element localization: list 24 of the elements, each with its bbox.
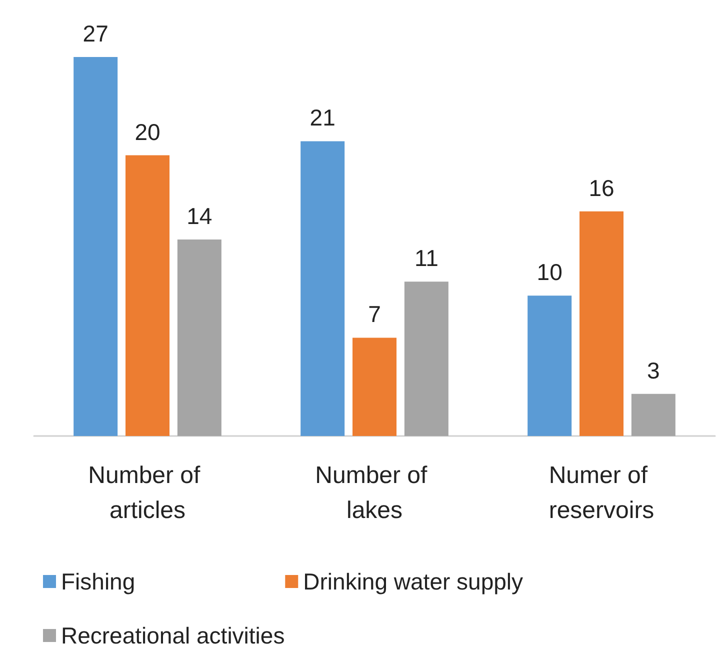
x-tick-label: Numer of reservoirs	[548, 462, 654, 524]
bar	[177, 239, 222, 436]
legend-label: Recreational activities	[61, 622, 285, 646]
bar	[580, 211, 624, 436]
bar	[528, 296, 572, 436]
data-label: 14	[186, 202, 212, 229]
bar	[404, 282, 448, 436]
data-label: 7	[368, 301, 381, 328]
data-label: 21	[310, 104, 336, 131]
data-label: 10	[536, 259, 562, 286]
data-label: 11	[414, 245, 438, 272]
legend-label: Drinking water supply	[303, 568, 524, 594]
x-tick-label: Number of articles	[88, 462, 207, 524]
data-label: 27	[82, 20, 108, 46]
data-label: 16	[588, 174, 614, 201]
x-tick-label: Number of lakes	[315, 462, 434, 524]
bar	[352, 338, 396, 436]
bar	[300, 141, 345, 436]
data-label: 3	[647, 357, 660, 384]
data-label: 20	[134, 118, 160, 145]
legend-label: Fishing	[61, 568, 136, 594]
bar	[631, 394, 676, 436]
bar	[126, 155, 170, 436]
bar	[74, 57, 118, 436]
